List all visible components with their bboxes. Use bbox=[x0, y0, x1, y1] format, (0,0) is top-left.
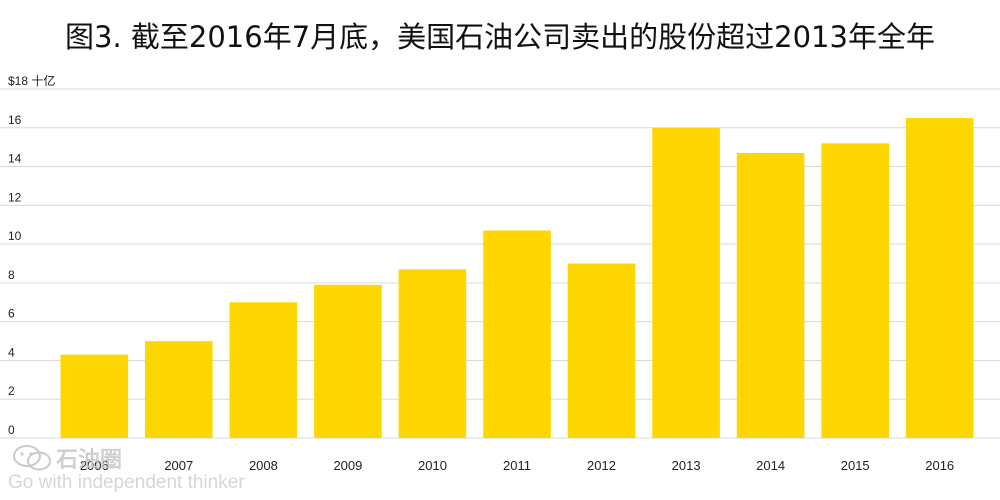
bar-2014 bbox=[736, 153, 805, 438]
bars bbox=[60, 118, 974, 439]
bar-2006 bbox=[60, 354, 129, 438]
bar-2012 bbox=[567, 263, 636, 438]
y-tick-label: 16 bbox=[8, 113, 22, 127]
y-tick-label: 12 bbox=[8, 190, 22, 204]
y-tick-label: 10 bbox=[8, 229, 22, 243]
x-tick-label: 2011 bbox=[503, 458, 531, 473]
x-tick-label: 2006 bbox=[80, 458, 109, 473]
x-axis-ticks: 2006 2007 2008 2009 2010 2011 2012 2013 2014 2015… bbox=[80, 458, 954, 473]
x-tick-label: 2015 bbox=[841, 458, 870, 473]
x-tick-label: 2007 bbox=[164, 458, 193, 473]
bar-2007 bbox=[145, 341, 213, 438]
x-tick-label: 2009 bbox=[333, 458, 362, 473]
y-tick-label: 2 bbox=[8, 384, 15, 398]
x-tick-label: 2008 bbox=[249, 458, 278, 473]
y-axis-ticks: 0 2 4 6 8 10 12 14 16 $18 十亿 bbox=[8, 73, 55, 437]
bar-2010 bbox=[398, 269, 467, 438]
bar-2009 bbox=[314, 284, 382, 438]
y-tick-label: 6 bbox=[8, 307, 15, 321]
bar-2013 bbox=[652, 127, 720, 439]
y-tick-label: 4 bbox=[8, 345, 15, 359]
x-tick-label: 2012 bbox=[587, 458, 616, 473]
x-tick-label: 2016 bbox=[925, 458, 954, 473]
y-tick-label: 14 bbox=[8, 152, 22, 166]
y-tick-label: 8 bbox=[8, 268, 15, 282]
y-tick-label: $18 十亿 bbox=[8, 73, 55, 88]
chart-title: 图3. 截至2016年7月底，美国石油公司卖出的股份超过2013年全年 bbox=[65, 20, 935, 54]
bar-2008 bbox=[229, 302, 298, 438]
bar-2015 bbox=[821, 143, 889, 439]
x-tick-label: 2014 bbox=[756, 458, 785, 473]
y-tick-label: 0 bbox=[8, 423, 15, 437]
bar-2016 bbox=[905, 118, 974, 438]
bar-2011 bbox=[483, 230, 551, 438]
x-tick-label: 2010 bbox=[418, 458, 447, 473]
x-tick-label: 2013 bbox=[672, 458, 701, 473]
